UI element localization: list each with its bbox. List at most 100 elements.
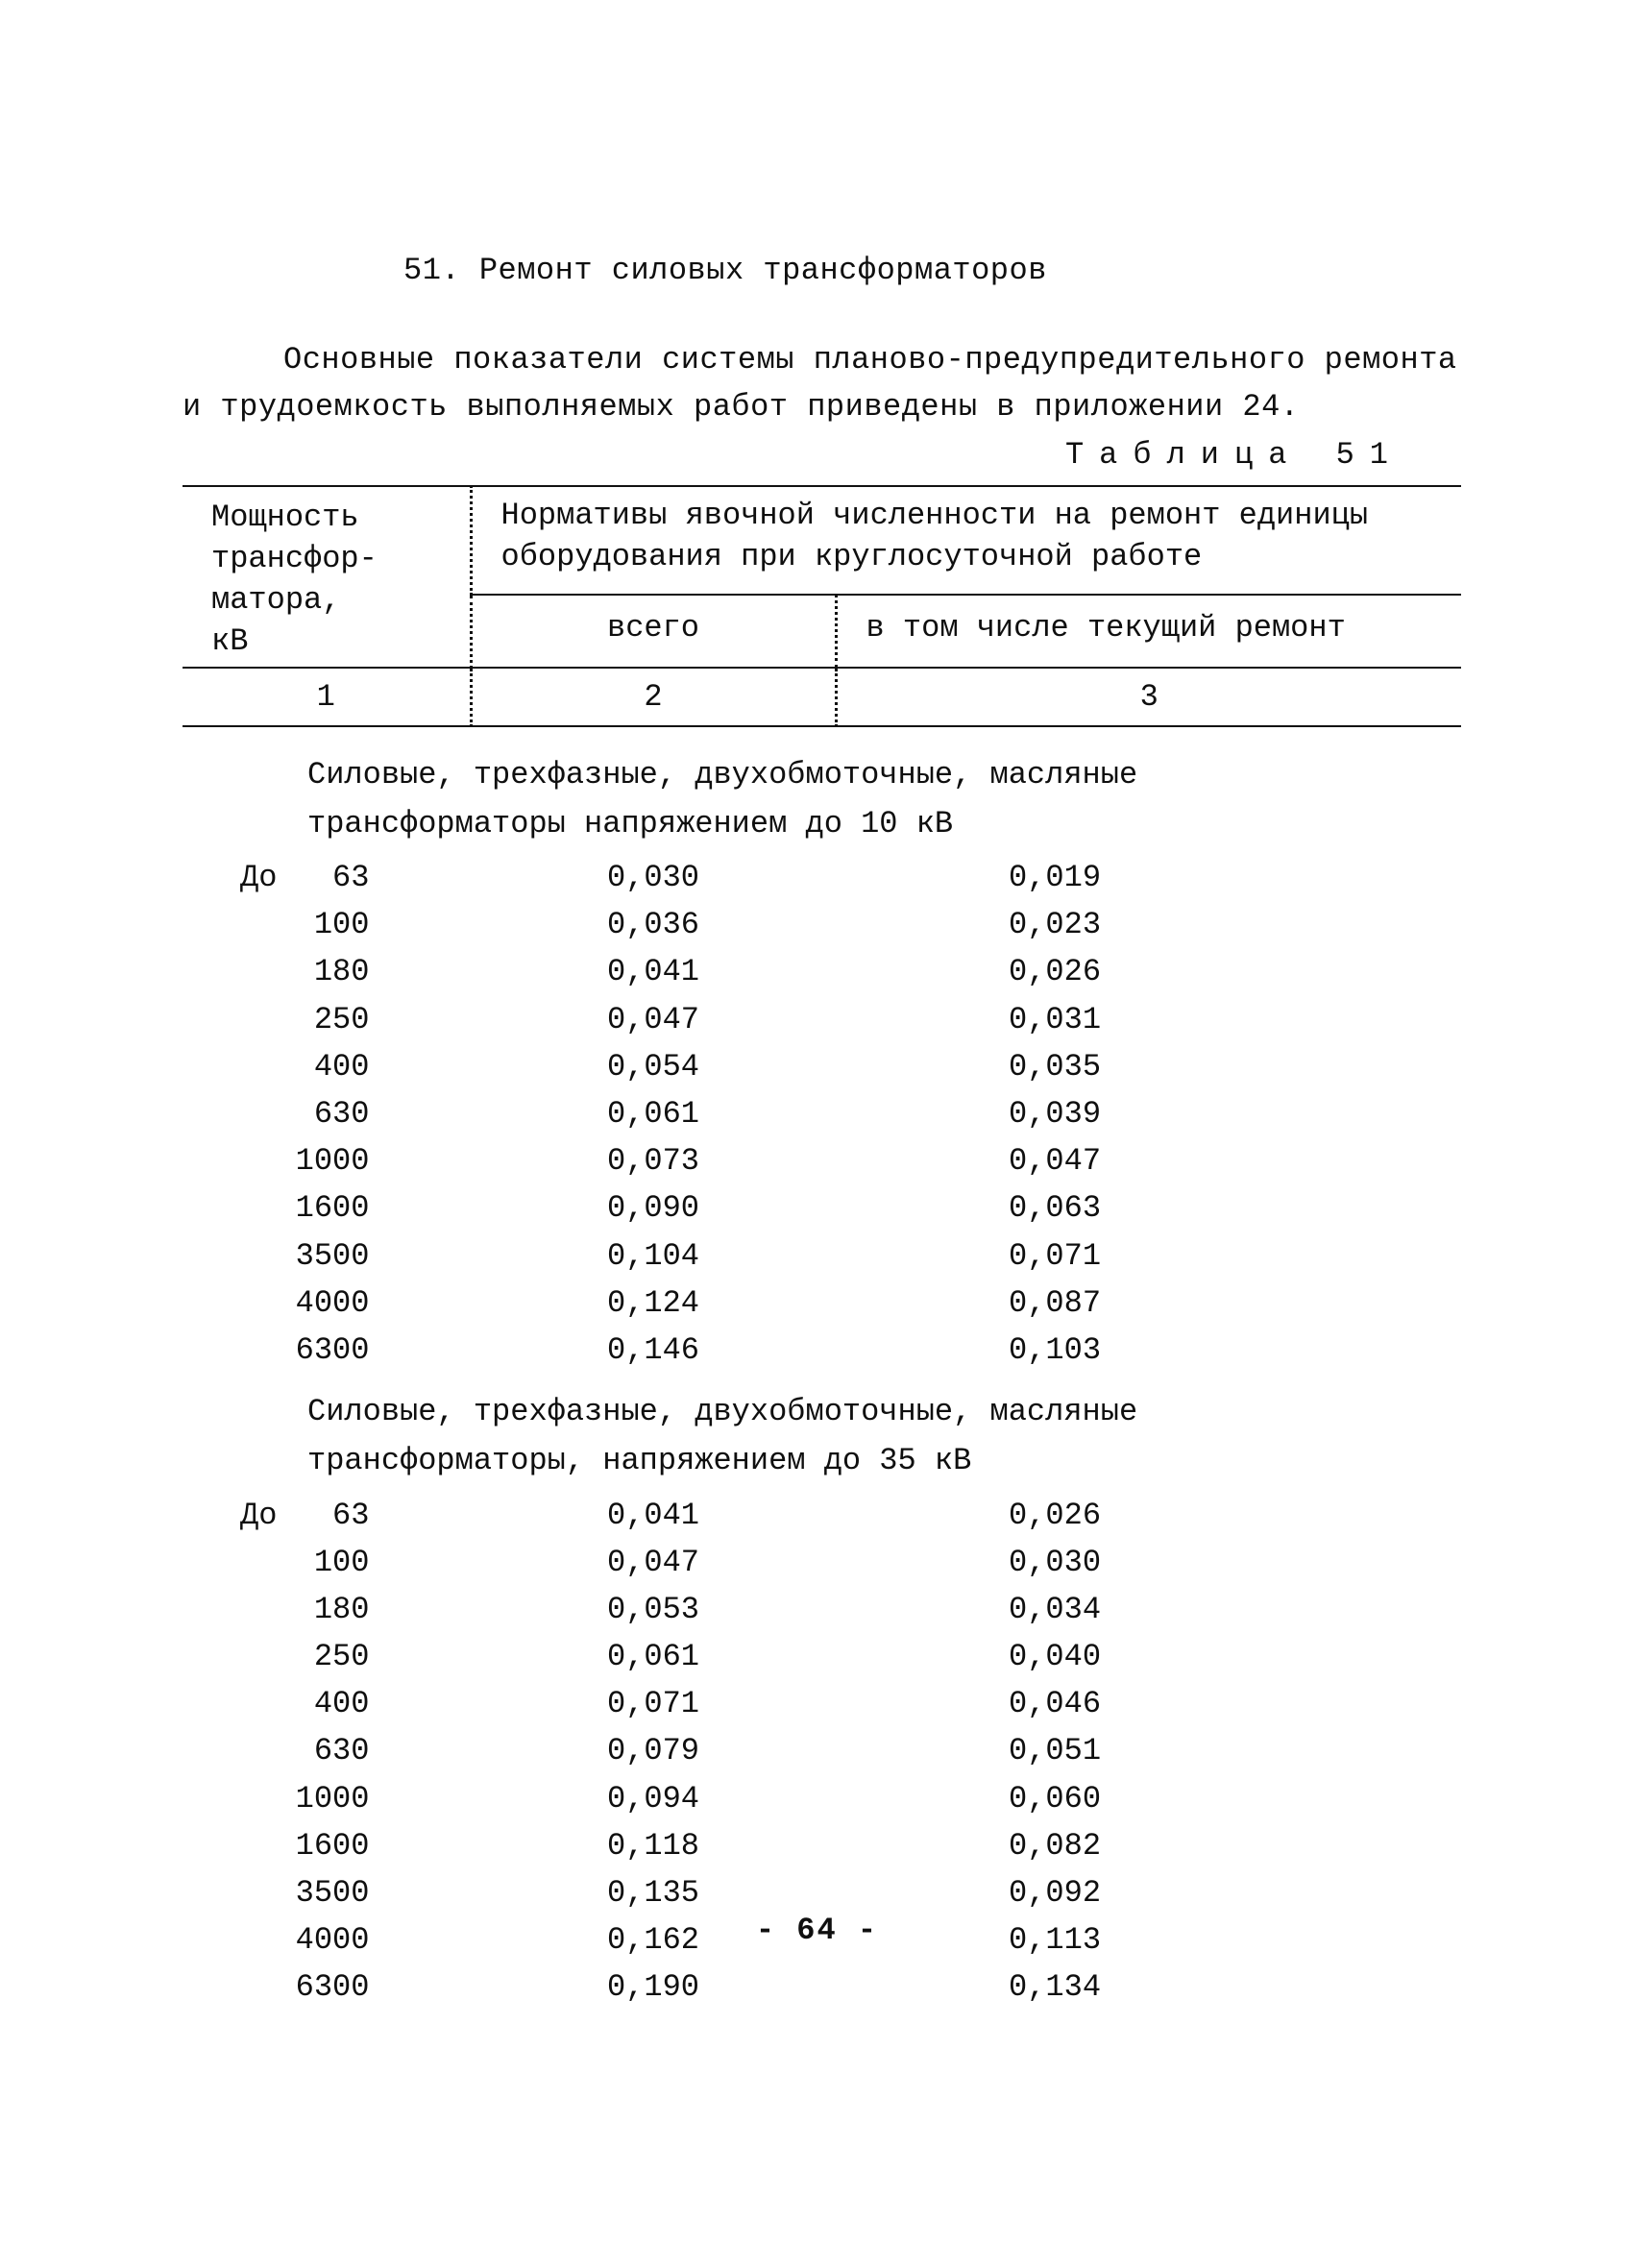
- cell-power: 250: [183, 996, 471, 1043]
- table-row: 63000,1900,134: [183, 1963, 1461, 2011]
- table-row: До 630,0410,026: [183, 1492, 1461, 1539]
- colnum-2: 2: [471, 668, 836, 726]
- group-title-row: Силовые, трехфазные, двухобмоточные, мас…: [183, 1374, 1461, 1436]
- cell-total: 0,073: [471, 1137, 836, 1184]
- table-row: 35000,1040,071: [183, 1232, 1461, 1280]
- header-col1-l2: трансфор-: [211, 541, 378, 576]
- table-row: 40000,1240,087: [183, 1280, 1461, 1327]
- table-body: Силовые, трехфазные, двухобмоточные, мас…: [183, 726, 1461, 2012]
- cell-power: До 63: [183, 854, 471, 901]
- group-title-line1: Силовые, трехфазные, двухобмоточные, мас…: [183, 726, 1461, 799]
- cell-current-repair: 0,087: [836, 1280, 1461, 1327]
- cell-current-repair: 0,030: [836, 1539, 1461, 1586]
- table-header-row: Мощность трансфор- матора, кВ Нормативы …: [183, 486, 1461, 596]
- cell-power: 100: [183, 901, 471, 948]
- group-title-line2: трансформаторы напряжением до 10 кВ: [183, 799, 1461, 854]
- table-row: 1800,0530,034: [183, 1586, 1461, 1633]
- table-row: До 630,0300,019: [183, 854, 1461, 901]
- table-row: 1800,0410,026: [183, 948, 1461, 995]
- cell-total: 0,146: [471, 1327, 836, 1374]
- group-title-row: Силовые, трехфазные, двухобмоточные, мас…: [183, 726, 1461, 799]
- cell-total: 0,094: [471, 1775, 836, 1822]
- header-col23: Нормативы явочной численности на ремонт …: [471, 486, 1461, 596]
- table-row: 16000,1180,082: [183, 1822, 1461, 1869]
- cell-power: 4000: [183, 1280, 471, 1327]
- header-col2-sub: всего: [471, 595, 836, 667]
- group-title-line2: трансформаторы, напряжением до 35 кВ: [183, 1436, 1461, 1491]
- cell-current-repair: 0,019: [836, 854, 1461, 901]
- table-row: 1000,0360,023: [183, 901, 1461, 948]
- intro-line-2: и трудоемкость выполняемых работ приведе…: [183, 386, 1461, 427]
- cell-total: 0,041: [471, 1492, 836, 1539]
- header-col23-l2: оборудования при круглосуточной работе: [501, 539, 1203, 574]
- cell-power: 400: [183, 1043, 471, 1090]
- cell-current-repair: 0,060: [836, 1775, 1461, 1822]
- group-title-row: трансформаторы напряжением до 10 кВ: [183, 799, 1461, 854]
- table-row: 2500,0470,031: [183, 996, 1461, 1043]
- table-row: 16000,0900,063: [183, 1184, 1461, 1232]
- cell-total: 0,118: [471, 1822, 836, 1869]
- page-number: - 64 -: [0, 1910, 1634, 1951]
- table-row: 4000,0710,046: [183, 1680, 1461, 1727]
- cell-total: 0,061: [471, 1090, 836, 1137]
- cell-total: 0,104: [471, 1232, 836, 1280]
- cell-current-repair: 0,071: [836, 1232, 1461, 1280]
- cell-current-repair: 0,046: [836, 1680, 1461, 1727]
- table-row: 63000,1460,103: [183, 1327, 1461, 1374]
- cell-power: 250: [183, 1633, 471, 1680]
- table-caption: Таблица 51: [183, 434, 1403, 476]
- header-col23-l1: Нормативы явочной численности на ремонт …: [501, 498, 1369, 533]
- section-title: 51. Ремонт силовых трансформаторов: [403, 250, 1461, 291]
- table-row: 10000,0730,047: [183, 1137, 1461, 1184]
- cell-current-repair: 0,103: [836, 1327, 1461, 1374]
- table-column-numbers: 1 2 3: [183, 668, 1461, 726]
- table-row: 10000,0940,060: [183, 1775, 1461, 1822]
- cell-total: 0,036: [471, 901, 836, 948]
- cell-power: 630: [183, 1727, 471, 1774]
- cell-current-repair: 0,040: [836, 1633, 1461, 1680]
- page: 51. Ремонт силовых трансформаторов Основ…: [0, 0, 1634, 2268]
- cell-current-repair: 0,023: [836, 901, 1461, 948]
- cell-power: 1600: [183, 1184, 471, 1232]
- header-col1-l3: матора,: [211, 582, 340, 618]
- cell-current-repair: 0,034: [836, 1586, 1461, 1633]
- cell-total: 0,071: [471, 1680, 836, 1727]
- cell-current-repair: 0,047: [836, 1137, 1461, 1184]
- cell-total: 0,054: [471, 1043, 836, 1090]
- header-col1: Мощность трансфор- матора, кВ: [183, 486, 471, 668]
- table-row: 4000,0540,035: [183, 1043, 1461, 1090]
- group-title-row: трансформаторы, напряжением до 35 кВ: [183, 1436, 1461, 1491]
- header-col1-l1: Мощность: [211, 500, 359, 535]
- colnum-3: 3: [836, 668, 1461, 726]
- cell-total: 0,047: [471, 996, 836, 1043]
- table-row: 1000,0470,030: [183, 1539, 1461, 1586]
- intro-line-1: Основные показатели системы планово-пред…: [183, 339, 1461, 380]
- header-col1-l4: кВ: [211, 623, 248, 659]
- cell-total: 0,047: [471, 1539, 836, 1586]
- cell-current-repair: 0,039: [836, 1090, 1461, 1137]
- header-col3-sub: в том числе текущий ремонт: [836, 595, 1461, 667]
- cell-power: До 63: [183, 1492, 471, 1539]
- data-table: Мощность трансфор- матора, кВ Нормативы …: [183, 485, 1461, 2012]
- group-title-line1: Силовые, трехфазные, двухобмоточные, мас…: [183, 1374, 1461, 1436]
- cell-current-repair: 0,026: [836, 1492, 1461, 1539]
- cell-power: 400: [183, 1680, 471, 1727]
- cell-power: 1000: [183, 1137, 471, 1184]
- cell-total: 0,030: [471, 854, 836, 901]
- cell-power: 1000: [183, 1775, 471, 1822]
- cell-current-repair: 0,134: [836, 1963, 1461, 2011]
- cell-total: 0,124: [471, 1280, 836, 1327]
- cell-power: 630: [183, 1090, 471, 1137]
- cell-current-repair: 0,051: [836, 1727, 1461, 1774]
- cell-power: 180: [183, 1586, 471, 1633]
- cell-current-repair: 0,026: [836, 948, 1461, 995]
- table-row: 2500,0610,040: [183, 1633, 1461, 1680]
- cell-power: 180: [183, 948, 471, 995]
- cell-total: 0,061: [471, 1633, 836, 1680]
- table-row: 6300,0790,051: [183, 1727, 1461, 1774]
- cell-power: 6300: [183, 1963, 471, 2011]
- cell-total: 0,053: [471, 1586, 836, 1633]
- cell-total: 0,190: [471, 1963, 836, 2011]
- cell-current-repair: 0,031: [836, 996, 1461, 1043]
- cell-current-repair: 0,035: [836, 1043, 1461, 1090]
